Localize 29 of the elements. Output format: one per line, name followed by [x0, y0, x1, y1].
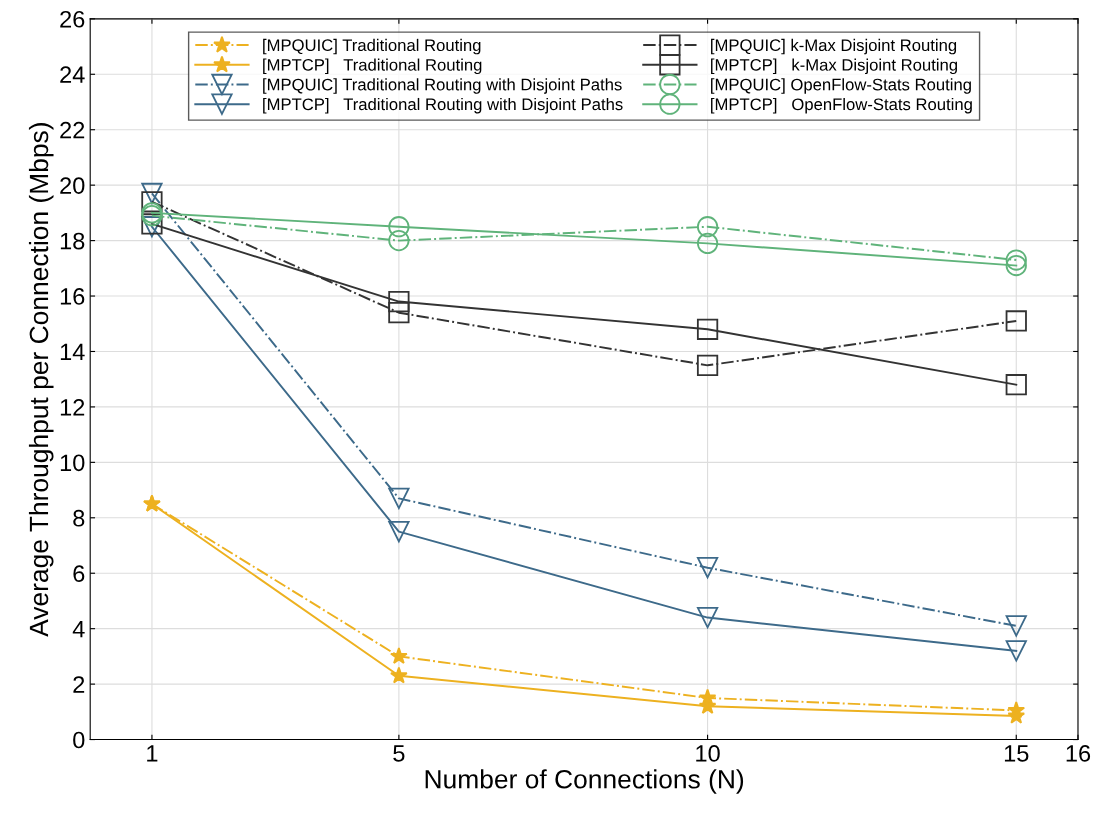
y-tick-label: 26 [60, 10, 85, 28]
y-tick-label: 2 [73, 676, 85, 693]
y-tick-label: 10 [60, 454, 85, 472]
x-tick-label: 1 [147, 745, 158, 762]
y-tick-label: 20 [60, 177, 85, 194]
y-tick-label: 0 [73, 731, 85, 749]
y-tick-label: 6 [73, 565, 85, 583]
legend-label: [MPTCP] k-Max Disjoint Routing [711, 58, 957, 75]
y-tick-label: 18 [60, 232, 85, 250]
y-tick-label: 12 [60, 398, 85, 416]
legend-label: [MPTCP] Traditional Routing with Disjoint Paths [263, 97, 623, 114]
y-tick-label: 24 [60, 66, 85, 83]
y-tick-label: 14 [60, 343, 85, 361]
x-axis-title: Number of Connections (N) [425, 769, 744, 794]
x-tick-label: 15 [1004, 745, 1029, 762]
y-tick-label: 4 [72, 620, 85, 638]
y-tick-label: 22 [60, 121, 85, 139]
legend-label: [MPTCP] OpenFlow-Stats Routing [711, 97, 972, 114]
legend-label: [MPQUIC] OpenFlow-Stats Routing [711, 78, 971, 94]
legend-label: [MPQUIC] k-Max Disjoint Routing [711, 38, 957, 55]
legend-label: [MPQUIC] Traditional Routing [263, 38, 481, 55]
x-tick-label: 5 [393, 745, 405, 762]
x-tick-label: 10 [696, 745, 720, 762]
y-tick-label: 16 [60, 288, 85, 305]
legend-label: [MPQUIC] Traditional Routing with Disjoint Paths [263, 78, 622, 94]
y-axis-title: Average Throughput per Connection (Mbps) [28, 123, 54, 637]
legend-label: [MPTCP] Traditional Routing [263, 58, 482, 75]
x-tick-label: 16 [1066, 745, 1091, 762]
y-tick-label: 8 [73, 509, 85, 527]
